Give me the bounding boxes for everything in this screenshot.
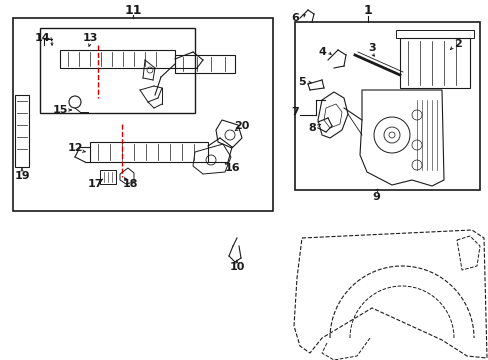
Text: 15: 15	[52, 105, 67, 115]
Text: 19: 19	[14, 171, 30, 181]
Text: 5: 5	[298, 77, 305, 87]
Text: 7: 7	[290, 107, 298, 117]
Bar	[15, 95, 29, 167]
Bar	[90, 142, 207, 162]
Bar	[40, 28, 195, 113]
Text: 9: 9	[371, 192, 379, 202]
Bar	[13, 18, 272, 211]
Text: 11: 11	[124, 4, 142, 17]
Text: 18: 18	[122, 179, 138, 189]
Text: 10: 10	[229, 262, 244, 272]
Bar	[175, 55, 235, 73]
Bar	[60, 50, 175, 68]
Text: 12: 12	[67, 143, 82, 153]
Text: 8: 8	[307, 123, 315, 133]
Text: 14: 14	[34, 33, 50, 43]
Text: 17: 17	[87, 179, 102, 189]
Text: 4: 4	[317, 47, 325, 57]
Text: 1: 1	[363, 4, 372, 18]
Text: 3: 3	[367, 43, 375, 53]
Text: 2: 2	[453, 39, 461, 49]
Text: 20: 20	[234, 121, 249, 131]
Text: 16: 16	[224, 163, 239, 173]
Text: 13: 13	[82, 33, 98, 43]
Bar	[294, 22, 479, 190]
Text: 6: 6	[290, 13, 298, 23]
Bar	[399, 38, 469, 88]
Bar	[100, 170, 116, 184]
